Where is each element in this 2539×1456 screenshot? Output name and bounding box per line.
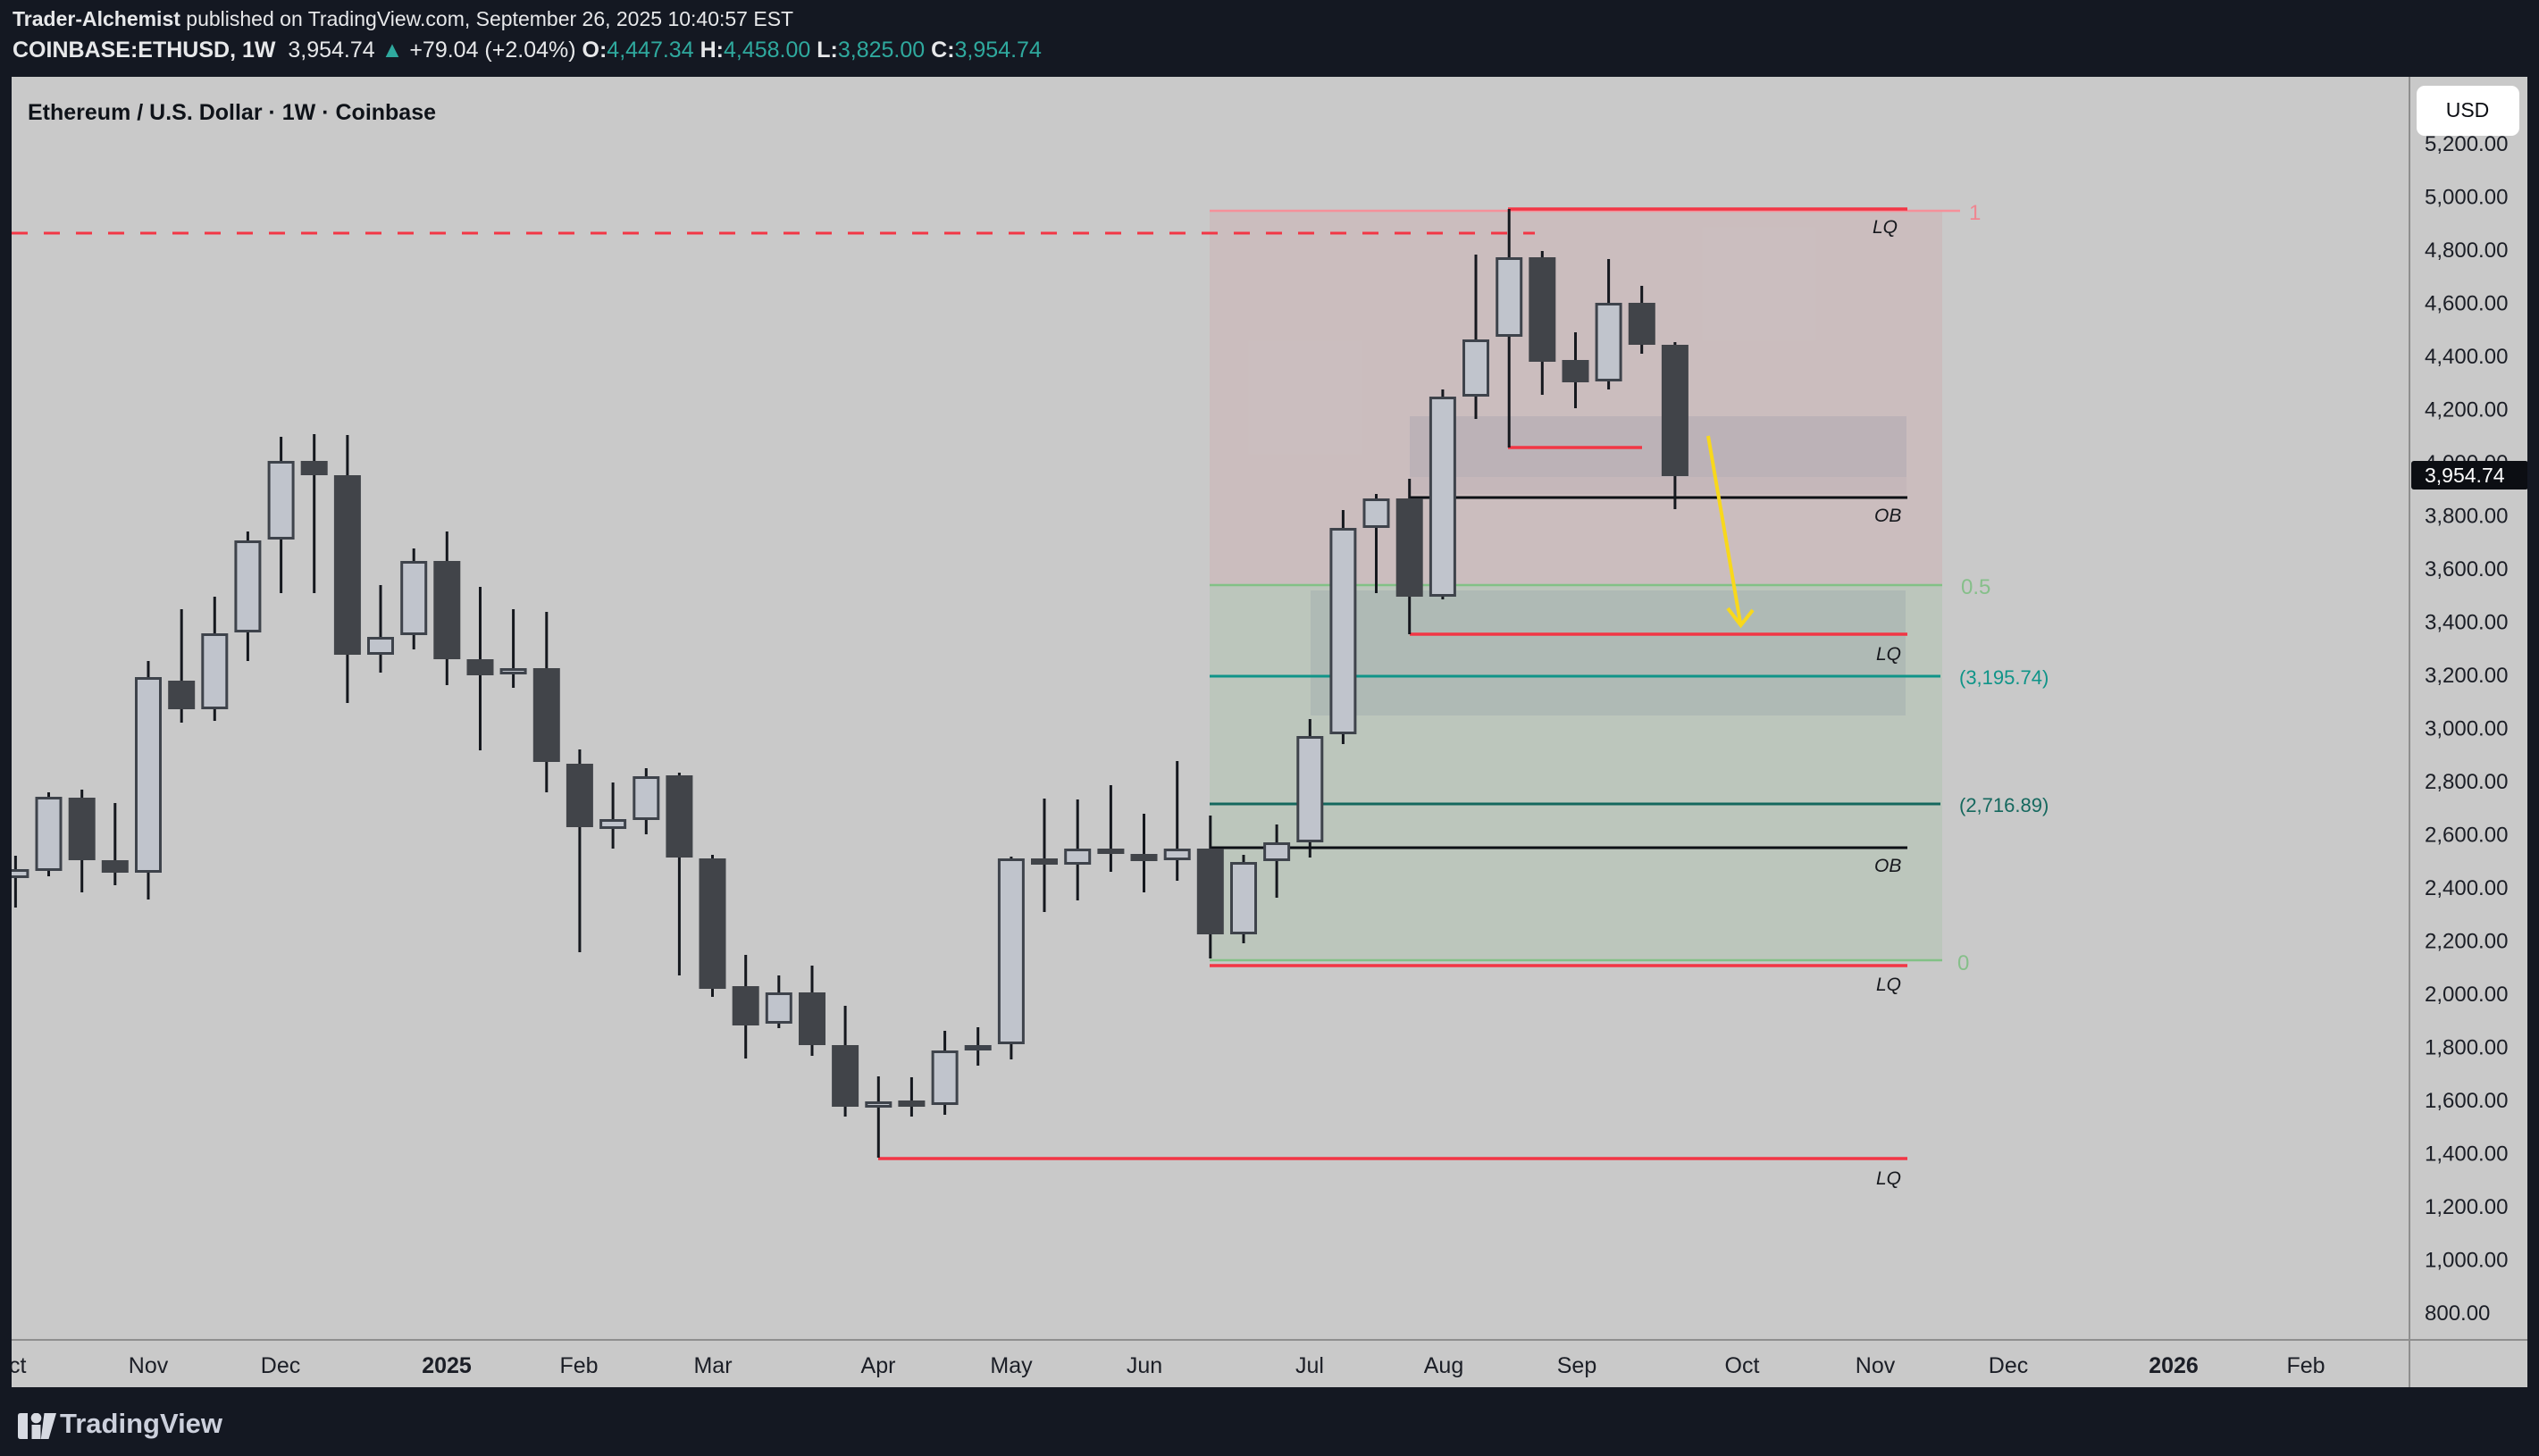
svg-text:Ethereum / U.S. Dollar · 1W ·: Ethereum / U.S. Dollar · 1W · Coinbase <box>28 100 436 125</box>
svg-text:May: May <box>990 1353 1033 1378</box>
svg-text:3,400.00: 3,400.00 <box>2425 611 2508 635</box>
svg-text:2,000.00: 2,000.00 <box>2425 983 2508 1007</box>
svg-text:2025: 2025 <box>422 1353 472 1378</box>
svg-text:Dec: Dec <box>261 1353 300 1378</box>
svg-text:3,800.00: 3,800.00 <box>2425 505 2508 529</box>
svg-text:1,000.00: 1,000.00 <box>2425 1249 2508 1273</box>
svg-text:Dec: Dec <box>1989 1353 2028 1378</box>
svg-text:0: 0 <box>1957 951 1969 975</box>
svg-text:1: 1 <box>1969 201 1981 225</box>
svg-text:800.00: 800.00 <box>2425 1301 2490 1326</box>
svg-text:OB: OB <box>1874 506 1901 526</box>
svg-text:Apr: Apr <box>861 1353 896 1378</box>
svg-text:Nov: Nov <box>1856 1353 1896 1378</box>
svg-text:0.5: 0.5 <box>1961 575 1990 599</box>
svg-text:3,954.74: 3,954.74 <box>2425 464 2505 487</box>
svg-text:LQ: LQ <box>1876 644 1901 665</box>
svg-text:3,000.00: 3,000.00 <box>2425 717 2508 741</box>
svg-text:LQ: LQ <box>1876 975 1901 995</box>
svg-text:1,800.00: 1,800.00 <box>2425 1036 2508 1060</box>
svg-text:2026: 2026 <box>2149 1353 2199 1378</box>
svg-text:2,800.00: 2,800.00 <box>2425 770 2508 794</box>
svg-text:1,400.00: 1,400.00 <box>2425 1142 2508 1167</box>
svg-text:2,200.00: 2,200.00 <box>2425 930 2508 954</box>
svg-text:5,200.00: 5,200.00 <box>2425 132 2508 156</box>
svg-text:1,200.00: 1,200.00 <box>2425 1195 2508 1219</box>
svg-text:Feb: Feb <box>2286 1353 2325 1378</box>
svg-text:Oct: Oct <box>1725 1353 1760 1378</box>
svg-text:4,600.00: 4,600.00 <box>2425 292 2508 316</box>
svg-text:Oct: Oct <box>12 1353 26 1378</box>
svg-text:(3,195.74): (3,195.74) <box>1959 666 2049 689</box>
svg-text:Aug: Aug <box>1424 1353 1463 1378</box>
svg-text:4,400.00: 4,400.00 <box>2425 345 2508 369</box>
svg-text:5,000.00: 5,000.00 <box>2425 186 2508 210</box>
svg-text:2,400.00: 2,400.00 <box>2425 876 2508 900</box>
svg-text:Mar: Mar <box>693 1353 732 1378</box>
svg-text:4,200.00: 4,200.00 <box>2425 398 2508 423</box>
svg-text:OB: OB <box>1874 856 1901 876</box>
svg-text:(2,716.89): (2,716.89) <box>1959 794 2049 816</box>
svg-text:Feb: Feb <box>559 1353 598 1378</box>
svg-text:Jul: Jul <box>1295 1353 1324 1378</box>
svg-text:4,800.00: 4,800.00 <box>2425 238 2508 263</box>
svg-text:LQ: LQ <box>1876 1168 1901 1189</box>
svg-text:1,600.00: 1,600.00 <box>2425 1089 2508 1113</box>
svg-text:2,600.00: 2,600.00 <box>2425 824 2508 848</box>
svg-text:USD: USD <box>2446 98 2490 121</box>
svg-text:Nov: Nov <box>129 1353 169 1378</box>
svg-text:3,200.00: 3,200.00 <box>2425 664 2508 688</box>
svg-text:LQ: LQ <box>1873 217 1898 238</box>
svg-text:3,600.00: 3,600.00 <box>2425 557 2508 582</box>
svg-text:Sep: Sep <box>1557 1353 1596 1378</box>
svg-text:Jun: Jun <box>1127 1353 1162 1378</box>
